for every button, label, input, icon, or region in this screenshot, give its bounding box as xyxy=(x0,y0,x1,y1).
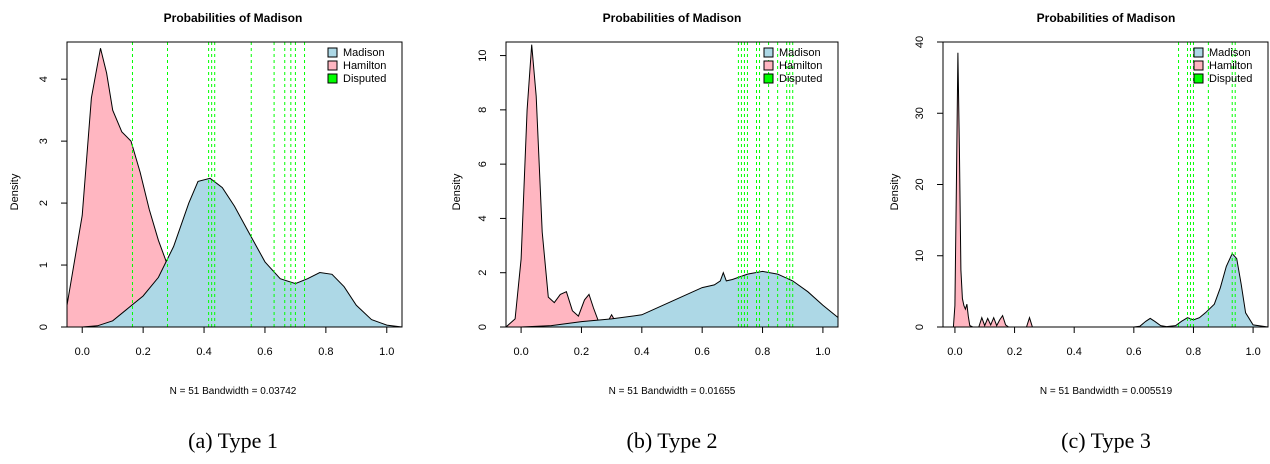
y-axis-label: Density xyxy=(451,173,463,210)
plot-frame xyxy=(505,41,839,328)
legend-swatch-disputed xyxy=(327,73,338,84)
y-tick-label: 2 xyxy=(477,270,489,276)
panel-caption: (b) Type 2 xyxy=(627,428,718,453)
legend-swatch-disputed xyxy=(763,73,774,84)
x-tick-label: 0.0 xyxy=(75,346,90,358)
plot-area: 0.0 0.2 0.4 0.6 0.8 1.0 0 1 2 3 4 MadisonHamiltonDi… xyxy=(38,41,403,358)
chart-title: Probabilities of Madison xyxy=(164,11,303,25)
x-tick-label: 1.0 xyxy=(379,346,394,358)
legend-swatch-hamilton xyxy=(1193,60,1204,71)
legend-swatch-hamilton xyxy=(327,60,338,71)
legend-label-hamilton: Hamilton xyxy=(1209,60,1252,72)
legend-swatch-hamilton xyxy=(763,60,774,71)
legend-swatch-madison xyxy=(327,47,338,58)
madison-density-line xyxy=(521,270,839,328)
y-tick-label: 0 xyxy=(38,324,50,330)
legend-label-disputed: Disputed xyxy=(779,73,822,85)
legend-label-disputed: Disputed xyxy=(343,73,386,85)
chart-panel-type-1: Probabilities of Madison Density N = 51 … xyxy=(9,11,403,453)
y-tick-label: 20 xyxy=(914,178,926,190)
x-tick-label: 0.6 xyxy=(1126,346,1141,358)
y-tick-label: 4 xyxy=(38,76,50,82)
x-tick-label: 0.6 xyxy=(695,346,710,358)
x-tick-label: 0.2 xyxy=(574,346,589,358)
y-tick-label: 10 xyxy=(914,250,926,262)
y-axis-label: Density xyxy=(889,173,901,210)
x-tick-label: 0.6 xyxy=(257,346,272,358)
y-tick-label: 8 xyxy=(477,107,489,113)
legend-label-madison: Madison xyxy=(1209,47,1251,59)
hamilton-density-area xyxy=(953,52,1036,327)
x-tick-label: 0.2 xyxy=(135,346,150,358)
plot-area: 0.0 0.2 0.4 0.6 0.8 1.0 0 10 20 30 40 MadisonHamilt… xyxy=(914,36,1269,358)
legend-swatch-madison xyxy=(1193,47,1204,58)
x-tick-label: 1.0 xyxy=(1245,346,1260,358)
legend-swatch-madison xyxy=(763,47,774,58)
y-tick-label: 1 xyxy=(38,262,50,268)
y-tick-label: 3 xyxy=(38,138,50,144)
bandwidth-note: N = 51 Bandwidth = 0.03742 xyxy=(170,386,297,397)
y-tick-label: 0 xyxy=(914,324,926,330)
madison-density-line xyxy=(1133,252,1269,328)
x-tick-label: 0.8 xyxy=(318,346,333,358)
legend-label-disputed: Disputed xyxy=(1209,73,1252,85)
x-tick-label: 0.8 xyxy=(1186,346,1201,358)
x-tick-label: 0.8 xyxy=(755,346,770,358)
y-tick-label: 40 xyxy=(914,36,926,48)
x-tick-label: 0.0 xyxy=(513,346,528,358)
x-tick-label: 0.2 xyxy=(1007,346,1022,358)
x-tick-label: 0.0 xyxy=(947,346,962,358)
y-tick-label: 2 xyxy=(38,200,50,206)
plot-area: 0.0 0.2 0.4 0.6 0.8 1.0 0 2 4 6 8 10 MadisonHamilton… xyxy=(477,41,839,358)
madison-density-area xyxy=(1133,253,1268,327)
hamilton-density-area xyxy=(506,44,624,327)
y-tick-label: 30 xyxy=(914,107,926,119)
chart-panel-type-3: Probabilities of Madison Density N = 51 … xyxy=(889,11,1269,453)
x-tick-label: 1.0 xyxy=(815,346,830,358)
hamilton-density-line xyxy=(952,52,1036,328)
chart-title: Probabilities of Madison xyxy=(1037,11,1176,25)
legend-swatch-disputed xyxy=(1193,73,1204,84)
plot-frame xyxy=(66,41,403,328)
y-tick-label: 10 xyxy=(477,49,489,61)
x-tick-label: 0.4 xyxy=(634,346,649,358)
legend-label-madison: Madison xyxy=(779,47,821,59)
madison-density-line xyxy=(82,177,403,328)
y-tick-label: 4 xyxy=(477,215,489,221)
x-tick-label: 0.4 xyxy=(196,346,211,358)
bandwidth-note: N = 51 Bandwidth = 0.005519 xyxy=(1040,386,1173,397)
y-tick-label: 6 xyxy=(477,161,489,167)
chart-panel-type-2: Probabilities of Madison Density N = 51 … xyxy=(451,11,839,453)
chart-title: Probabilities of Madison xyxy=(603,11,742,25)
panel-caption: (c) Type 3 xyxy=(1061,428,1151,453)
y-tick-label: 0 xyxy=(477,324,489,330)
y-axis-label: Density xyxy=(9,173,21,210)
hamilton-density-area xyxy=(67,48,235,327)
madison-density-area xyxy=(82,178,402,327)
legend-label-hamilton: Hamilton xyxy=(779,60,822,72)
legend-label-hamilton: Hamilton xyxy=(343,60,386,72)
bandwidth-note: N = 51 Bandwidth = 0.01655 xyxy=(609,386,736,397)
panel-caption: (a) Type 1 xyxy=(188,428,278,453)
madison-density-area xyxy=(521,271,838,327)
x-tick-label: 0.4 xyxy=(1067,346,1082,358)
legend-label-madison: Madison xyxy=(343,47,385,59)
